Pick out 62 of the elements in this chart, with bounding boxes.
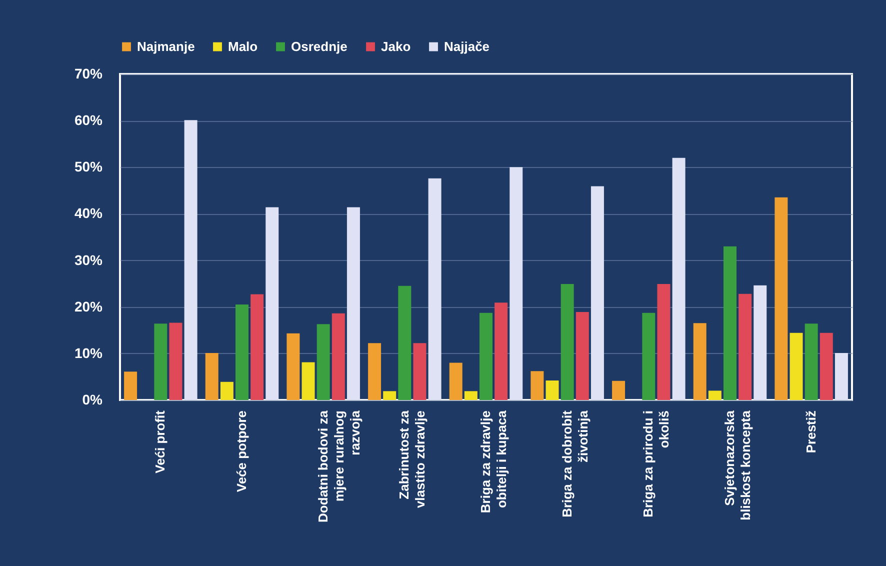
bar [383, 391, 396, 400]
bar [236, 304, 248, 400]
x-tick-label: Veće potpore [234, 410, 249, 492]
y-tick-label: 40% [74, 205, 104, 222]
x-tick-label: Dodatni bodovi za mjere ruralnog razvoja [315, 410, 362, 522]
x-tick-label: Veći profit [152, 410, 168, 474]
legend-label: Najmanje [137, 38, 195, 54]
bar [413, 343, 426, 400]
bar [754, 285, 767, 400]
bar [346, 207, 360, 400]
y-tick-label: 20% [74, 298, 104, 314]
bar [560, 284, 574, 400]
bar [738, 294, 752, 400]
bar [576, 312, 589, 400]
bar [250, 294, 264, 400]
x-tick-label: Briga za prirodu i okoliš [640, 410, 672, 518]
legend-label: Osrednje [291, 38, 348, 54]
legend-label: Najjače [444, 38, 490, 54]
bar [546, 380, 559, 400]
bar [804, 324, 818, 400]
bar [708, 390, 722, 400]
bar [169, 322, 182, 400]
bar [184, 120, 198, 400]
bar [205, 352, 218, 400]
bar [266, 207, 279, 400]
bar [302, 362, 315, 400]
bar [332, 313, 345, 400]
bar [510, 167, 523, 400]
bar [642, 312, 656, 400]
bar [693, 323, 706, 400]
bar [464, 391, 478, 400]
y-tick-label: 10% [74, 344, 104, 361]
bar [530, 371, 544, 400]
bar [124, 372, 138, 400]
bar [368, 343, 382, 400]
x-tick-label: Prestiž [803, 410, 818, 454]
y-tick-label: 50% [74, 158, 104, 175]
bar [820, 332, 833, 400]
legend-label: Malo [228, 38, 258, 54]
bar [657, 284, 670, 400]
bar [316, 324, 330, 400]
legend-label: Jako [381, 38, 411, 54]
bar [834, 352, 848, 400]
bar [449, 362, 462, 400]
bar [286, 333, 300, 400]
bar [428, 178, 442, 400]
y-tick-label: 70% [74, 66, 104, 82]
bar [220, 382, 234, 400]
y-tick-label: 60% [74, 112, 104, 128]
bar [494, 302, 508, 400]
bar [774, 197, 788, 400]
bar [398, 286, 412, 400]
bar [790, 332, 803, 400]
bar [590, 186, 604, 400]
bar [724, 246, 736, 400]
y-tick-label: 30% [74, 252, 104, 268]
bar [612, 380, 626, 400]
bar [154, 324, 168, 400]
bar [480, 312, 492, 400]
bar [672, 158, 686, 400]
x-tick-label: Briga za dobrobit životinja [559, 410, 590, 518]
y-tick-label: 0% [82, 392, 104, 408]
